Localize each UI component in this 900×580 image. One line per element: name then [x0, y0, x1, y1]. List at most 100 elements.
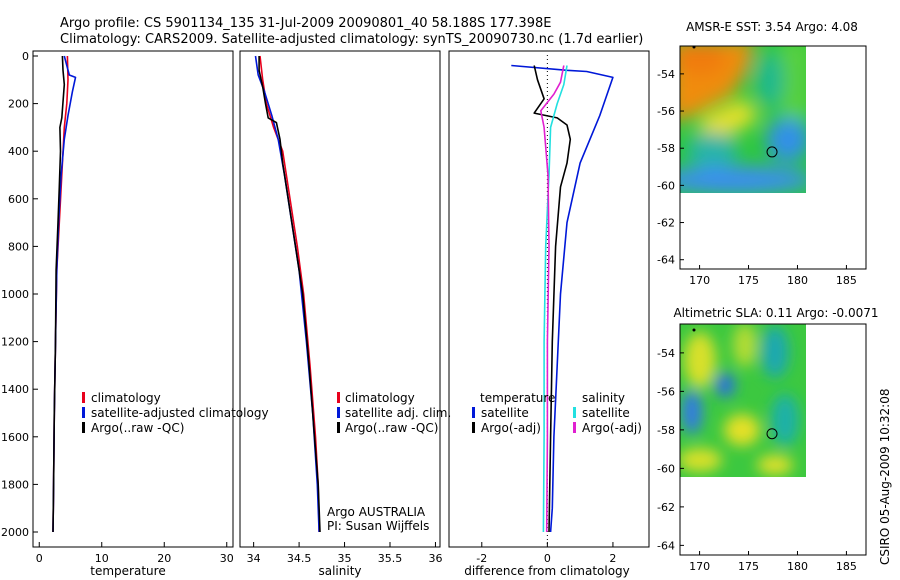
- legend-label: climatology: [91, 391, 161, 405]
- map-y-tick-label: -64: [657, 539, 675, 552]
- legend-swatch-red: [337, 392, 340, 403]
- legend-swatch-black: [472, 422, 475, 433]
- temperature-x-ticks: 0 10 20 30: [36, 542, 234, 565]
- salinity-axes-frame: [239, 50, 441, 548]
- y-tick-label: 1600: [1, 431, 29, 444]
- legend-label: Argo(..raw -QC): [91, 421, 184, 435]
- temperature-panel: 0 200 400 600 800 1000 1200 1400 1600 1800 2000 0 1…: [1, 50, 269, 578]
- y-tick-label: 400: [8, 145, 29, 158]
- credit-line2: PI: Susan Wijffels: [327, 519, 429, 533]
- x-tick-label: 2: [609, 552, 616, 565]
- salinity-legend: climatology satellite adj. clim. Argo(..…: [337, 391, 451, 435]
- legend-label: climatology: [345, 391, 415, 405]
- temperature-axes-frame: [32, 50, 234, 548]
- map-x-tick-label: 180: [787, 274, 808, 287]
- legend-heading-salinity: salinity: [582, 391, 625, 405]
- series-line-argo-adj-black: [533, 65, 572, 533]
- x-tick-label: -2: [476, 552, 487, 565]
- legend-heading-temperature: temperature: [480, 391, 555, 405]
- map-y-tick-label: -62: [657, 501, 675, 514]
- temperature-xlabel: temperature: [90, 564, 165, 578]
- legend-swatch-blue: [337, 407, 340, 418]
- map-y-tick-label: -60: [657, 462, 675, 475]
- x-tick-label: 10: [95, 552, 109, 565]
- y-tick-label: 200: [8, 98, 29, 111]
- legend-label: satellite adj. clim.: [345, 406, 451, 420]
- salinity-series: [254, 55, 321, 533]
- salinity-x-ticks: 34 34.5 35 35.5 36: [247, 542, 442, 565]
- map-y-tick-label: -60: [657, 179, 675, 192]
- map-x-tick-label: 185: [836, 560, 857, 573]
- sla-map-title: Altimetric SLA: 0.11 Argo: -0.0071: [673, 306, 878, 320]
- side-timestamp: CSIRO 05-Aug-2009 10:32:08: [878, 389, 892, 565]
- sst-map-panel: AMSR-E SST: 3.54 Argo: 4.08 170 175 180 185…: [657, 20, 867, 287]
- y-tick-label: 2000: [1, 526, 29, 539]
- difference-series: [511, 64, 614, 533]
- legend-swatch-black: [82, 422, 85, 433]
- legend-label: Argo(..raw -QC): [345, 421, 438, 435]
- legend-label: satellite: [481, 406, 529, 420]
- map-y-tick-label: -54: [657, 347, 675, 360]
- legend-label: Argo(-adj): [481, 421, 541, 435]
- sst-map-frame: [679, 45, 867, 270]
- temperature-legend: climatology satellite-adjusted climatolo…: [82, 391, 269, 435]
- x-tick-label: 0: [36, 552, 43, 565]
- sst-float-marker: [766, 146, 778, 158]
- series-line-climatology-red: [259, 55, 320, 533]
- y-tick-label: 0: [22, 50, 29, 63]
- difference-legend: temperature salinity satellite Argo(-adj…: [472, 391, 642, 435]
- map-y-tick-label: -64: [657, 254, 675, 267]
- x-tick-label: 34.5: [287, 552, 312, 565]
- x-tick-label: 34: [247, 552, 261, 565]
- legend-swatch-cyan: [573, 407, 576, 418]
- sla-field: [680, 324, 806, 477]
- x-tick-label: 20: [157, 552, 171, 565]
- x-tick-label: 35: [338, 552, 352, 565]
- map-y-tick-label: -58: [657, 424, 675, 437]
- difference-axes-frame: [448, 50, 650, 548]
- map-y-tick-label: -58: [657, 142, 675, 155]
- sla-map-frame: [679, 323, 867, 556]
- y-tick-label: 1200: [1, 336, 29, 349]
- sla-map-panel: Altimetric SLA: 0.11 Argo: -0.0071 170 17…: [657, 306, 879, 573]
- sla-corner-dot: [692, 328, 696, 332]
- map-x-tick-label: 175: [738, 560, 759, 573]
- legend-label: satellite-adjusted climatology: [91, 406, 269, 420]
- series-line-satellite-blue: [511, 64, 614, 533]
- legend-label: satellite: [582, 406, 630, 420]
- map-x-tick-label: 180: [787, 560, 808, 573]
- map-x-tick-label: 170: [689, 560, 710, 573]
- legend-label: Argo(-adj): [582, 421, 642, 435]
- legend-swatch-black: [337, 422, 340, 433]
- figure-title-line1: Argo profile: CS 5901134_135 31-Jul-2009…: [60, 16, 551, 31]
- y-tick-label: 600: [8, 193, 29, 206]
- series-line-argo-raw-qc-black: [52, 55, 66, 533]
- y-tick-label: 1400: [1, 383, 29, 396]
- legend-swatch-red: [82, 392, 85, 403]
- sla-float-marker: [766, 428, 778, 440]
- credit-line1: Argo AUSTRALIA: [327, 505, 426, 519]
- sst-map-title: AMSR-E SST: 3.54 Argo: 4.08: [686, 20, 858, 34]
- sst-field: [680, 46, 806, 193]
- sla-map-ticks: 170 175 180 185 -54 -56 -58 -60 -62 -64: [657, 347, 857, 573]
- figure-title-line2: Climatology: CARS2009. Satellite-adjuste…: [60, 32, 643, 47]
- difference-xlabel: difference from climatology: [464, 564, 630, 578]
- map-y-tick-label: -56: [657, 105, 675, 118]
- map-y-tick-label: -62: [657, 217, 675, 230]
- difference-panel: -2 0 2 difference from climatology tempera…: [448, 50, 650, 578]
- x-tick-label: 35.5: [378, 552, 403, 565]
- y-tick-label: 1000: [1, 288, 29, 301]
- legend-swatch-blue: [472, 407, 475, 418]
- legend-swatch-blue: [82, 407, 85, 418]
- map-x-tick-label: 185: [836, 274, 857, 287]
- map-y-tick-label: -54: [657, 68, 675, 81]
- legend-swatch-magenta: [573, 422, 576, 433]
- map-x-tick-label: 170: [689, 274, 710, 287]
- x-tick-label: 0: [544, 552, 551, 565]
- x-tick-label: 36: [428, 552, 442, 565]
- map-x-tick-label: 175: [738, 274, 759, 287]
- sst-map-ticks: 170 175 180 185 -54 -56 -58 -60 -62 -64: [657, 68, 857, 287]
- x-tick-label: 30: [220, 552, 234, 565]
- series-line-satellite-adj-clim-blue: [254, 55, 320, 533]
